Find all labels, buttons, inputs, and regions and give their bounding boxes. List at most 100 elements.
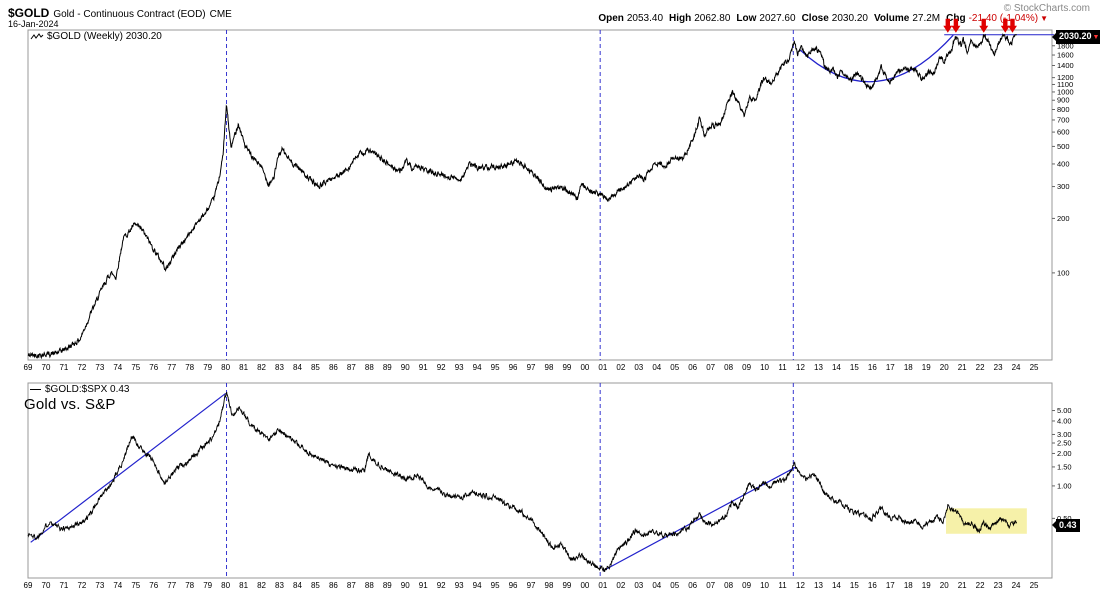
main-price-line <box>27 32 1017 360</box>
x-year-label: 15 <box>850 581 859 590</box>
x-year-label: 06 <box>688 581 697 590</box>
x-year-label: 06 <box>688 363 697 372</box>
x-year-label: 17 <box>886 581 895 590</box>
x-year-label: 10 <box>760 581 769 590</box>
x-year-label: 95 <box>491 363 500 372</box>
x-year-label: 82 <box>257 363 266 372</box>
x-year-label: 14 <box>832 581 841 590</box>
x-year-label: 97 <box>527 363 536 372</box>
x-year-label: 12 <box>796 581 805 590</box>
x-year-label: 17 <box>886 363 895 372</box>
lower-y-tick-label: 1.50 <box>1057 462 1072 471</box>
copyright: © StockCharts.com <box>1003 3 1090 14</box>
x-year-label: 05 <box>670 363 679 372</box>
x-year-label: 81 <box>239 363 248 372</box>
symbol-description: Gold - Continuous Contract (EOD) <box>53 9 206 20</box>
x-year-label: 02 <box>616 363 625 372</box>
x-year-label: 82 <box>257 581 266 590</box>
x-year-label: 91 <box>419 363 428 372</box>
x-year-label: 73 <box>95 581 104 590</box>
quote-line: Open 2053.40 High 2062.80 Low 2027.60 Close 203… <box>592 13 1048 24</box>
x-year-label: 13 <box>814 581 823 590</box>
main-y-tick-label: 400 <box>1057 159 1070 168</box>
main-y-tick-label: 1800 <box>1057 41 1074 50</box>
x-year-label: 22 <box>976 363 985 372</box>
open-label: Open <box>598 13 624 24</box>
lower-price-badge-value: 0.43 <box>1059 519 1077 530</box>
x-year-label: 70 <box>42 581 51 590</box>
quote-date: 16-Jan-2024 <box>8 19 59 29</box>
lower-y-tick-label: 0.50 <box>1057 514 1072 523</box>
chg-label: Chg <box>946 13 966 24</box>
x-year-label: 75 <box>131 363 140 372</box>
close-label: Close <box>801 13 829 24</box>
trendline <box>30 392 226 543</box>
down-arrow-icon <box>951 18 961 33</box>
lower-plot-border <box>27 382 1053 579</box>
x-year-label: 07 <box>706 363 715 372</box>
x-year-label: 86 <box>329 363 338 372</box>
x-year-label: 76 <box>149 363 158 372</box>
main-y-tick-label: 200 <box>1057 214 1070 223</box>
x-year-label: 00 <box>580 581 589 590</box>
x-year-label: 84 <box>293 581 302 590</box>
lower-y-tick-label: 2.00 <box>1057 449 1072 458</box>
x-year-label: 25 <box>1030 363 1039 372</box>
x-year-label: 05 <box>670 581 679 590</box>
lower-series-legend: $GOLD:$SPX 0.43 <box>30 384 130 395</box>
x-year-label: 16 <box>868 363 877 372</box>
x-year-label: 93 <box>455 363 464 372</box>
high-label: High <box>669 13 692 24</box>
x-year-label: 81 <box>239 581 248 590</box>
x-year-label: 92 <box>437 363 446 372</box>
trendline <box>602 466 797 572</box>
x-year-label: 09 <box>742 363 751 372</box>
x-year-label: 15 <box>850 363 859 372</box>
x-year-label: 19 <box>922 363 931 372</box>
x-year-label: 23 <box>994 581 1003 590</box>
x-year-label: 70 <box>42 363 51 372</box>
x-year-label: 80 <box>221 581 230 590</box>
x-year-label: 21 <box>958 581 967 590</box>
x-year-label: 09 <box>742 581 751 590</box>
x-year-label: 88 <box>365 581 374 590</box>
exchange: CME <box>209 9 232 20</box>
x-year-label: 19 <box>922 581 931 590</box>
x-year-label: 04 <box>652 581 661 590</box>
x-year-label: 74 <box>113 581 122 590</box>
x-year-label: 80 <box>221 363 230 372</box>
lower-y-tick-label: 2.50 <box>1057 438 1072 447</box>
main-y-tick-label: 1000 <box>1057 87 1074 96</box>
high-value: 2062.80 <box>694 13 731 24</box>
lower-y-tick-label: 1.00 <box>1057 481 1072 490</box>
x-year-label: 85 <box>311 581 320 590</box>
x-year-label: 16 <box>868 581 877 590</box>
main-y-tick-label: 500 <box>1057 142 1070 151</box>
x-year-label: 18 <box>904 363 913 372</box>
x-year-label: 08 <box>724 363 733 372</box>
x-year-label: 86 <box>329 581 338 590</box>
x-year-label: 18 <box>904 581 913 590</box>
lower-y-tick-label: 3.00 <box>1057 430 1072 439</box>
x-year-label: 83 <box>275 581 284 590</box>
series-line-icon <box>30 33 44 40</box>
x-year-label: 91 <box>419 581 428 590</box>
volume-value: 27.2M <box>912 13 941 24</box>
x-year-label: 89 <box>383 363 392 372</box>
main-legend-label: $GOLD (Weekly) 2030.20 <box>47 31 162 42</box>
x-year-label: 87 <box>347 581 356 590</box>
x-year-label: 94 <box>473 581 482 590</box>
x-year-label: 14 <box>832 363 841 372</box>
main-y-tick-label: 900 <box>1057 96 1070 105</box>
x-year-label: 21 <box>958 363 967 372</box>
x-year-label: 77 <box>167 581 176 590</box>
x-year-label: 76 <box>149 581 158 590</box>
x-year-label: 83 <box>275 363 284 372</box>
main-y-tick-label: 1400 <box>1057 61 1074 70</box>
x-year-label: 96 <box>509 581 518 590</box>
open-value: 2053.40 <box>626 13 664 24</box>
x-year-label: 71 <box>59 581 68 590</box>
volume-label: Volume <box>873 13 910 24</box>
x-year-label: 74 <box>113 363 122 372</box>
